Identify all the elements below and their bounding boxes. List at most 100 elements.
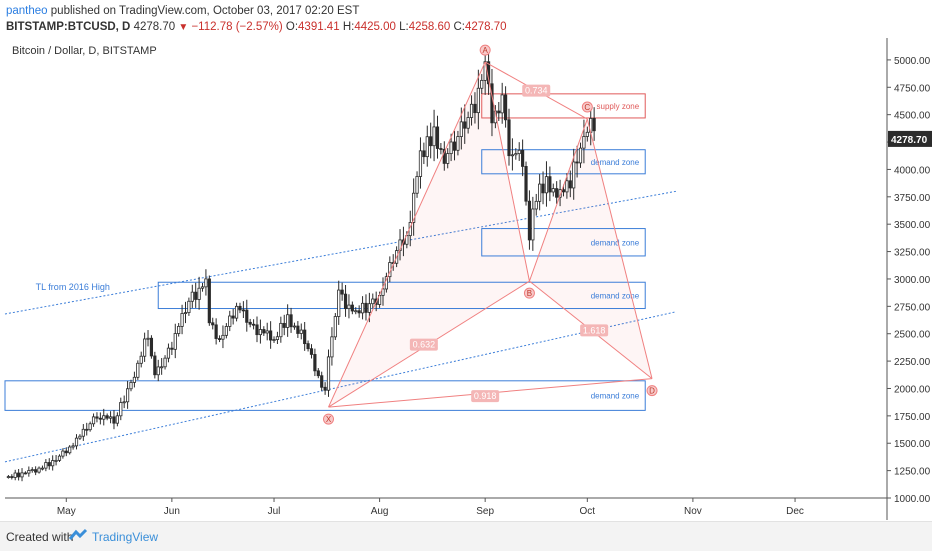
candle-body xyxy=(286,314,290,328)
candle-body xyxy=(435,126,440,149)
last-price-tag-label: 4278.70 xyxy=(891,135,928,146)
candle-body xyxy=(197,287,201,300)
x-tick-label: Jul xyxy=(268,506,281,517)
candle-body xyxy=(517,149,521,155)
candle-body xyxy=(578,147,583,164)
candle-body xyxy=(541,183,545,194)
candle-body xyxy=(153,355,157,376)
candle-body xyxy=(190,291,194,302)
candle-body xyxy=(252,323,256,326)
price-chart[interactable]: Bitcoin / Dollar, D, BITSTAMP 1000.00 1250… xyxy=(0,0,932,521)
y-tick-label: 1250.00 xyxy=(894,467,931,478)
candle-body xyxy=(166,347,171,359)
y-tick-label: 1500.00 xyxy=(894,439,931,450)
candle-body xyxy=(98,417,102,420)
demand-zone-label: demand zone xyxy=(591,238,640,247)
candle-body xyxy=(456,136,460,151)
candle-body xyxy=(71,445,75,448)
candle-body xyxy=(74,437,79,447)
candle-body xyxy=(214,324,218,339)
x-tick-label: Oct xyxy=(580,506,596,517)
candle-body xyxy=(139,355,143,364)
candle-body xyxy=(350,304,354,312)
pattern-leg xyxy=(484,61,530,282)
candle-body xyxy=(85,428,89,431)
candle-body xyxy=(429,136,433,147)
x-tick-label: Dec xyxy=(786,506,804,517)
candle-body xyxy=(81,428,85,437)
candle-body xyxy=(538,183,542,202)
high-label: H: xyxy=(342,21,355,33)
candle-body xyxy=(357,310,361,314)
author-link[interactable]: pantheo xyxy=(6,5,48,17)
candle-body xyxy=(95,416,99,419)
last-price-tag xyxy=(888,130,932,147)
candle-body xyxy=(548,176,552,193)
candle-body xyxy=(122,401,126,404)
candle-body xyxy=(507,119,511,157)
candle-body xyxy=(582,136,586,149)
candle-body xyxy=(136,362,140,378)
x-tick-label: Jun xyxy=(164,506,180,517)
candle-body xyxy=(418,150,423,177)
pattern-leg xyxy=(586,118,653,379)
candle-body xyxy=(510,154,514,157)
candle-body xyxy=(115,415,119,424)
open-label: O: xyxy=(285,21,299,33)
candle-body xyxy=(452,141,457,151)
ratio-badge xyxy=(409,338,438,351)
published-text: published on TradingView.com, October 03… xyxy=(50,5,360,17)
candle-body xyxy=(173,333,177,350)
candle-body xyxy=(258,329,262,336)
candle-body xyxy=(102,415,106,420)
candle-body xyxy=(422,150,426,158)
y-tick-label: 1750.00 xyxy=(894,412,931,423)
demand-zone-box xyxy=(157,281,646,310)
symbol-label: BITSTAMP:BTCUSD, D xyxy=(6,21,131,33)
tradingview-link[interactable]: TradingView xyxy=(92,530,159,544)
candle-body xyxy=(17,472,21,478)
candle-body xyxy=(112,416,116,424)
candle-body xyxy=(200,286,205,289)
candle-body xyxy=(57,455,62,461)
candle-body xyxy=(126,388,130,403)
candle-body xyxy=(381,288,385,296)
trendline xyxy=(4,311,676,463)
candle-body xyxy=(524,166,528,202)
candle-body xyxy=(68,446,72,454)
candle-body xyxy=(20,472,24,478)
publish-line: pantheo published on TradingView.com, Oc… xyxy=(6,5,359,17)
candle-body xyxy=(275,336,280,340)
candle-body xyxy=(207,278,211,324)
candle-body xyxy=(47,462,51,467)
candle-body xyxy=(330,336,334,358)
candle-body xyxy=(27,470,31,474)
candle-body xyxy=(442,148,446,164)
trendline xyxy=(4,190,676,315)
candle-body xyxy=(347,304,351,310)
candle-body xyxy=(10,476,14,478)
pattern-point-marker xyxy=(323,413,335,425)
y-tick-label: 3000.00 xyxy=(894,275,931,286)
candle-body xyxy=(211,322,215,326)
candle-body xyxy=(88,423,92,431)
candle-body xyxy=(51,460,55,467)
candle-body xyxy=(514,153,518,156)
pattern-point-label: B xyxy=(527,289,532,298)
demand-zone-box xyxy=(481,228,646,257)
y-tick-label: 5000.00 xyxy=(894,56,931,67)
y-tick-label: 3500.00 xyxy=(894,220,931,231)
open-value: 4391.41 xyxy=(298,21,340,33)
ratio-label: 1.618 xyxy=(583,325,606,335)
candle-body xyxy=(183,312,188,314)
candle-body xyxy=(64,450,68,454)
candle-body xyxy=(149,337,154,357)
y-tick-label: 3250.00 xyxy=(894,248,931,259)
candle-body xyxy=(500,94,504,114)
demand-zone-box xyxy=(4,380,646,411)
candle-body xyxy=(326,356,331,391)
last-price: 4278.70 xyxy=(133,21,176,33)
close-label: C: xyxy=(453,21,465,33)
y-tick-label: 4750.00 xyxy=(894,83,931,94)
candle-body xyxy=(132,376,136,383)
